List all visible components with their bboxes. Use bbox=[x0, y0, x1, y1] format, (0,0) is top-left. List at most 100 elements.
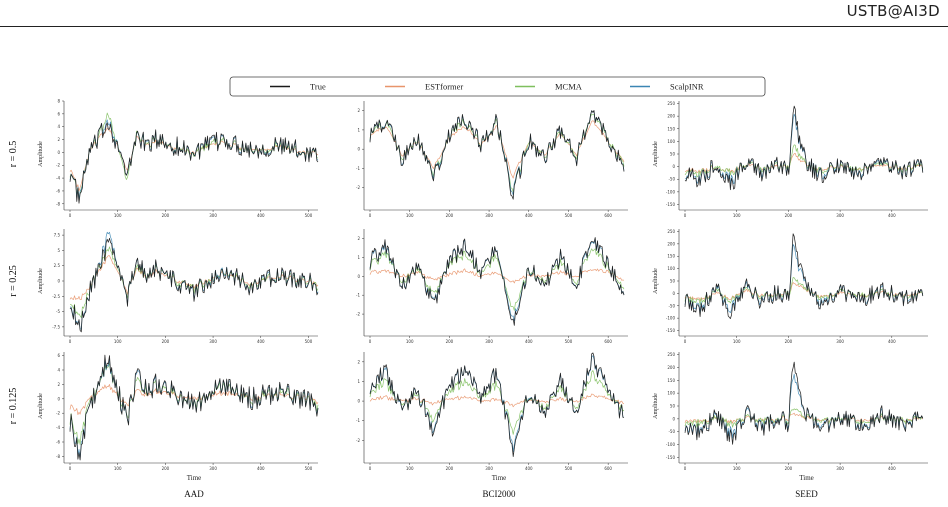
x-tick-label: 400 bbox=[257, 466, 265, 471]
x-tick-label: 300 bbox=[836, 339, 844, 344]
x-tick-label: 300 bbox=[836, 213, 844, 218]
x-tick-label: 400 bbox=[888, 213, 896, 218]
x-tick-label: 100 bbox=[406, 213, 414, 218]
y-axis-label: Amplitude bbox=[38, 141, 44, 167]
series-line-true bbox=[69, 122, 319, 204]
series-line-mcma bbox=[684, 277, 924, 305]
x-axis-label: Time bbox=[187, 474, 202, 482]
y-tick-label: 2.5 bbox=[54, 263, 61, 268]
y-tick-label: -50 bbox=[668, 177, 675, 182]
x-tick-label: 600 bbox=[604, 339, 612, 344]
x-tick-label: 200 bbox=[785, 466, 793, 471]
series-line-true bbox=[684, 233, 924, 319]
y-tick-label: -8 bbox=[56, 201, 60, 206]
column-label: AAD bbox=[184, 489, 204, 499]
y-tick-label: -2 bbox=[56, 411, 60, 416]
x-tick-label: 400 bbox=[525, 339, 533, 344]
column-label: BCI2000 bbox=[482, 489, 516, 499]
y-tick-label: 6 bbox=[57, 353, 60, 358]
y-tick-label: -150 bbox=[666, 455, 676, 460]
x-tick-label: 100 bbox=[733, 339, 741, 344]
x-tick-label: 100 bbox=[114, 213, 122, 218]
y-tick-label: -7.5 bbox=[52, 324, 60, 329]
y-tick-label: 0 bbox=[672, 291, 675, 296]
x-tick-label: 0 bbox=[684, 213, 687, 218]
series-line-mcma bbox=[369, 370, 625, 435]
header-rule bbox=[0, 26, 948, 27]
y-tick-label: -1 bbox=[356, 293, 360, 298]
y-axis-label: Amplitude bbox=[653, 393, 659, 419]
series-line-estformer bbox=[369, 120, 625, 179]
x-tick-label: 300 bbox=[209, 213, 217, 218]
x-tick-label: 500 bbox=[305, 213, 313, 218]
y-tick-label: 4 bbox=[57, 124, 60, 129]
y-axis-label: Amplitude bbox=[38, 393, 44, 419]
series-line-mcma bbox=[69, 363, 319, 445]
y-tick-label: 0 bbox=[57, 150, 60, 155]
y-tick-label: -6 bbox=[56, 440, 60, 445]
x-tick-label: 400 bbox=[525, 466, 533, 471]
y-tick-label: -1 bbox=[356, 418, 360, 423]
row-label: r = 0.125 bbox=[8, 388, 19, 424]
panel-bci2000-2: -2 -1 0 1 2 0 100 200 300 400 500 600 bbox=[356, 229, 628, 344]
y-tick-label: -100 bbox=[666, 189, 676, 194]
x-tick-label: 500 bbox=[565, 339, 573, 344]
y-tick-label: -2 bbox=[356, 312, 360, 317]
y-tick-label: 150 bbox=[667, 126, 675, 131]
y-tick-label: 0 bbox=[57, 279, 60, 284]
y-tick-label: 200 bbox=[667, 365, 675, 370]
y-tick-label: -2 bbox=[356, 185, 360, 190]
y-tick-label: 8 bbox=[57, 99, 60, 104]
y-tick-label: 50 bbox=[670, 279, 676, 284]
panel-seed-1: -150 -100 -50 0 50 100 150 200 250 0 100 200 300 400 A… bbox=[653, 101, 928, 218]
y-tick-label: 250 bbox=[667, 101, 675, 106]
legend-box bbox=[229, 76, 766, 97]
y-tick-label: 50 bbox=[670, 152, 676, 157]
series-line-estformer bbox=[369, 393, 625, 408]
y-tick-label: 2 bbox=[357, 236, 360, 241]
series-line-scalpinr bbox=[69, 359, 319, 459]
y-tick-label: 0 bbox=[357, 399, 360, 404]
y-tick-label: 1 bbox=[357, 127, 360, 132]
y-tick-label: -150 bbox=[666, 328, 676, 333]
x-tick-label: 300 bbox=[209, 466, 217, 471]
series-line-true bbox=[684, 105, 924, 191]
series-line-true bbox=[69, 354, 319, 461]
series-line-scalpinr bbox=[684, 113, 924, 185]
panel-seed-2: -150 -100 -50 0 50 100 150 200 250 0 100 200 300 400 A… bbox=[653, 229, 928, 344]
panel-seed-3: -150 -100 -50 0 50 100 150 200 250 0 100 200 300 400 A… bbox=[653, 352, 928, 482]
x-tick-label: 100 bbox=[114, 466, 122, 471]
x-tick-label: 0 bbox=[684, 339, 687, 344]
x-tick-label: 0 bbox=[69, 339, 72, 344]
y-tick-label: 200 bbox=[667, 241, 675, 246]
y-tick-label: -2.5 bbox=[52, 294, 60, 299]
series-line-scalpinr bbox=[369, 355, 625, 452]
y-tick-label: 150 bbox=[667, 378, 675, 383]
y-axis-label: Amplitude bbox=[38, 268, 44, 294]
y-tick-label: 5 bbox=[57, 248, 60, 253]
series-line-scalpinr bbox=[69, 119, 319, 200]
y-tick-label: 150 bbox=[667, 254, 675, 259]
y-axis-label: Amplitude bbox=[653, 141, 659, 167]
x-tick-label: 400 bbox=[257, 339, 265, 344]
y-tick-label: -50 bbox=[668, 429, 675, 434]
row-label: r = 0.25 bbox=[8, 265, 19, 296]
y-tick-label: -1 bbox=[356, 166, 360, 171]
y-tick-label: -50 bbox=[668, 303, 675, 308]
series-line-estformer bbox=[69, 127, 319, 192]
panel-bci2000-1: -2 -1 0 1 2 0 100 200 300 400 500 600 bbox=[356, 101, 628, 218]
legend-label-estformer: ESTformer bbox=[425, 82, 463, 92]
x-tick-label: 100 bbox=[733, 466, 741, 471]
series-line-scalpinr bbox=[69, 231, 319, 330]
y-tick-label: 7.5 bbox=[54, 233, 61, 238]
y-tick-label: -8 bbox=[56, 454, 60, 459]
y-tick-label: -6 bbox=[56, 188, 60, 193]
x-tick-label: 0 bbox=[69, 466, 72, 471]
x-tick-label: 500 bbox=[305, 466, 313, 471]
series-line-true bbox=[684, 361, 924, 445]
y-tick-label: 250 bbox=[667, 352, 675, 357]
x-tick-label: 0 bbox=[369, 213, 372, 218]
y-tick-label: 0 bbox=[672, 416, 675, 421]
y-tick-label: -100 bbox=[666, 442, 676, 447]
y-tick-label: 2 bbox=[357, 108, 360, 113]
